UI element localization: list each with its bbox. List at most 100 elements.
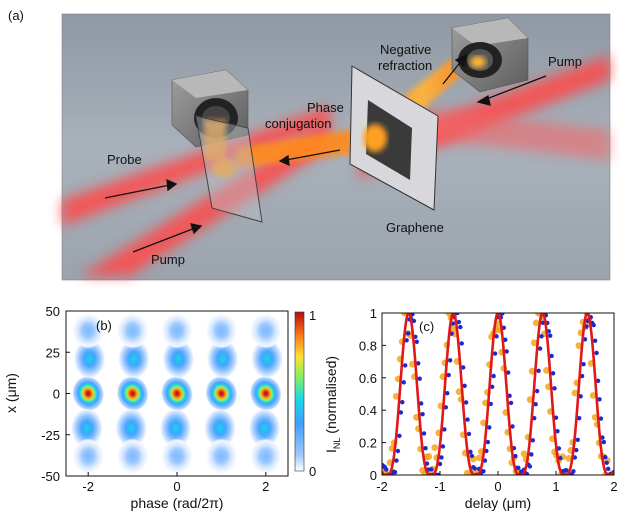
heatmap-ytick-label: 25 — [46, 345, 60, 360]
data-point-blue — [437, 461, 443, 467]
data-point-blue — [487, 425, 492, 430]
plot-ytick-label: 0.2 — [359, 436, 377, 451]
panel-b-label: (b) — [96, 318, 112, 333]
heatmap-lobe — [159, 408, 192, 448]
data-point-blue — [446, 372, 451, 378]
data-point-orange — [589, 392, 597, 399]
beamsplitter-plate-icon — [195, 115, 263, 223]
data-point-blue — [500, 313, 505, 316]
label-pump-bottom: Pump — [151, 252, 185, 267]
data-point-blue — [416, 361, 421, 366]
data-point-blue — [598, 416, 604, 421]
data-point-orange — [425, 453, 433, 460]
conjugate-beam — [236, 124, 385, 168]
heatmap-xtick-label: -2 — [82, 479, 94, 494]
label-negative-refraction-2: refraction — [378, 58, 432, 73]
data-point-blue — [581, 361, 586, 367]
heatmap — [66, 311, 288, 476]
heatmap-lobe — [72, 312, 105, 349]
plot-ytick-label: 0.8 — [359, 338, 377, 353]
heatmap-lobe — [161, 438, 193, 475]
heatmap-lobe — [205, 438, 238, 475]
data-point-blue — [513, 453, 518, 459]
data-point-blue — [490, 384, 495, 389]
data-point-blue — [552, 386, 557, 391]
data-point-blue — [472, 466, 477, 471]
data-point-blue — [447, 358, 453, 363]
data-point-blue — [459, 341, 464, 346]
data-point-blue — [537, 346, 543, 351]
data-point-blue — [539, 334, 544, 339]
data-point-blue — [555, 429, 560, 434]
data-point-blue — [508, 400, 514, 406]
data-point-blue — [574, 447, 579, 453]
heatmap-lobe — [161, 312, 193, 349]
heatmap-lobe — [73, 339, 106, 379]
camera-left — [171, 69, 249, 177]
data-point-blue — [442, 427, 447, 432]
data-point-blue — [594, 350, 599, 356]
data-point-blue — [510, 424, 515, 429]
data-point-blue — [558, 455, 563, 461]
heatmap-lobe — [206, 339, 239, 379]
data-point-blue — [400, 399, 405, 405]
heatmap-lobe — [205, 375, 238, 412]
data-point-blue — [469, 453, 475, 459]
data-point-orange — [476, 454, 483, 462]
data-point-blue — [575, 437, 580, 442]
heatmap-lobe — [249, 312, 282, 349]
data-point-blue — [401, 380, 406, 385]
data-point-blue — [488, 401, 493, 407]
data-point-blue — [534, 388, 540, 394]
data-point-blue — [468, 449, 473, 454]
data-point-blue — [494, 334, 499, 339]
label-probe: Probe — [107, 152, 142, 167]
data-point-blue — [563, 468, 569, 473]
data-point-blue — [548, 333, 553, 338]
data-point-blue — [395, 448, 401, 454]
plot-xtick-label: 2 — [610, 479, 617, 494]
heatmap-ylabel: x (μm) — [3, 373, 19, 413]
data-point-blue — [597, 397, 602, 402]
data-point-orange — [530, 339, 538, 347]
heatmap-ytick-label: -50 — [41, 469, 60, 484]
plot-xtick-label: -1 — [434, 479, 446, 494]
data-point-blue — [423, 445, 428, 451]
data-point-orange — [571, 389, 579, 397]
data-point-orange — [532, 319, 540, 327]
label-pump-top: Pump — [548, 54, 582, 69]
data-point-blue — [516, 465, 521, 471]
data-point-blue — [461, 365, 466, 370]
heatmap-lobe — [205, 312, 238, 349]
plot-ytick-label: 0.4 — [359, 403, 377, 418]
arrow-probe — [104, 184, 171, 199]
data-point-blue — [397, 433, 402, 439]
data-point-blue — [485, 439, 491, 445]
label-phase-conjugation-2: conjugation — [265, 116, 332, 131]
data-point-blue — [595, 378, 601, 384]
label-phase-conjugation-1: Phase — [307, 100, 344, 115]
arrow-pump-bottom — [132, 227, 196, 253]
fit-line — [382, 313, 614, 475]
heatmap-lobe — [248, 408, 281, 448]
heatmap-lobe — [116, 438, 149, 475]
panel-a-label: (a) — [8, 8, 24, 23]
data-point-orange — [543, 366, 550, 374]
heatmap-ytick-label: 50 — [46, 304, 60, 319]
data-point-blue — [420, 412, 425, 417]
heatmap-lobe — [72, 438, 105, 475]
data-point-blue — [505, 370, 511, 375]
data-point-blue — [601, 439, 607, 445]
data-point-blue — [456, 319, 462, 325]
data-point-blue — [465, 417, 470, 422]
data-point-blue — [394, 458, 399, 463]
data-point-blue — [536, 368, 541, 373]
data-point-orange — [431, 444, 439, 451]
heatmap-lobe — [72, 375, 105, 412]
colorbar — [294, 311, 305, 472]
data-point-blue — [455, 313, 460, 316]
heatmap-lobe — [116, 375, 149, 412]
